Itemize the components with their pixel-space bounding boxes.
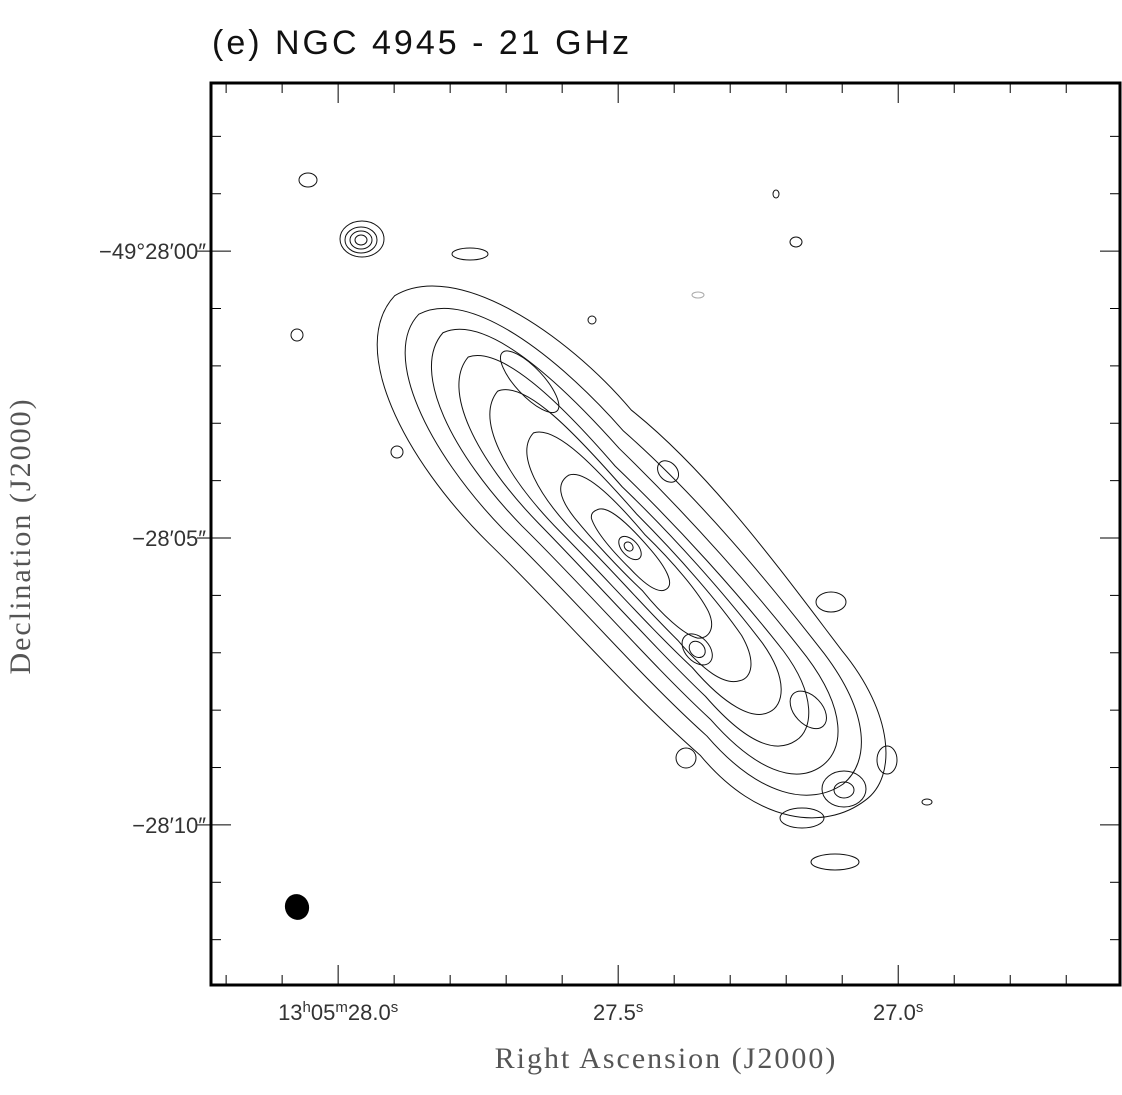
x-axis-label: Right Ascension (J2000) xyxy=(495,1042,838,1075)
contours xyxy=(290,172,933,871)
chart-title: (e) NGC 4945 - 21 GHz xyxy=(212,24,632,62)
y-tick-label: −49°28′00″ xyxy=(99,239,206,264)
y-axis-label: Declination (J2000) xyxy=(4,397,37,674)
x-tick-label: 27.5s xyxy=(593,999,643,1026)
plot-frame xyxy=(209,81,1122,987)
y-tick-label: −28′10″ xyxy=(132,813,206,838)
beam xyxy=(284,894,310,920)
x-tick-label: 27.0s xyxy=(873,999,923,1026)
y-tick-label: −28′05″ xyxy=(132,526,206,551)
x-tick-label: 13h05m28.0s xyxy=(278,999,398,1026)
